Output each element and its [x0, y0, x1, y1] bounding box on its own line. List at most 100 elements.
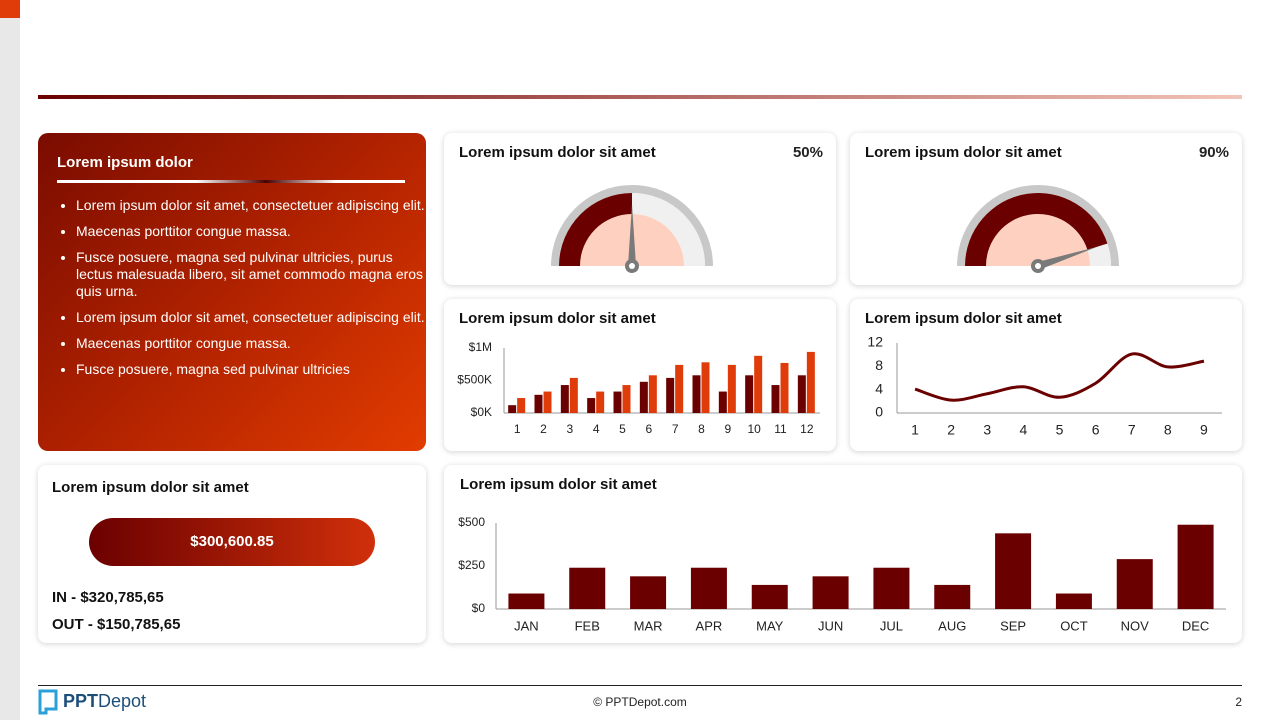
bar-card: Lorem ipsum dolor sit amet $0 $250 $500 JAN F…: [444, 465, 1242, 643]
x-tick-label: 9: [724, 422, 731, 436]
y-tick-label: $0: [472, 601, 486, 615]
summary-card: Lorem ipsum dolor sit amet $300,600.85 I…: [38, 465, 426, 643]
bar: [534, 394, 543, 413]
x-tick-label: 3: [983, 422, 991, 438]
x-tick-label: 6: [1092, 422, 1100, 438]
bar: [630, 576, 667, 609]
bar: [873, 567, 910, 609]
side-strip: [0, 0, 20, 720]
x-tick-label: 9: [1200, 422, 1208, 438]
grouped-bar-chart: Lorem ipsum dolor sit amet$0K$500K$1M1 2 3…: [457, 310, 820, 436]
bar: [508, 593, 545, 609]
summary-title: Lorem ipsum dolor sit amet: [52, 479, 249, 496]
bar: [639, 381, 648, 413]
logo-text: PPTDepot: [63, 691, 146, 712]
gauge-center: [986, 214, 1090, 266]
out-amount: OUT - $150,785,65: [52, 616, 181, 633]
bar: [780, 362, 789, 413]
needle-hub-dot: [629, 263, 635, 269]
chart-title: Lorem ipsum dolor sit amet: [460, 476, 657, 493]
x-tick-label: JUL: [880, 618, 903, 633]
chart-title: Lorem ipsum dolor sit amet: [459, 144, 656, 161]
bar: [812, 576, 849, 609]
bullet: Maecenas porttitor congue massa.: [76, 335, 426, 352]
bar: [1116, 559, 1153, 609]
gauge-card: Lorem ipsum dolor sit amet 50%: [444, 133, 836, 285]
bar: [1177, 524, 1214, 609]
x-tick-label: 1: [514, 422, 521, 436]
x-tick-label: NOV: [1121, 618, 1150, 633]
bar: [508, 405, 517, 413]
bar: [675, 364, 684, 413]
y-tick-label: 4: [875, 380, 883, 396]
x-tick-label: 7: [672, 422, 679, 436]
gauge-chart: Lorem ipsum dolor sit amet 90%: [865, 144, 1229, 273]
gauge-value-label: 50%: [793, 144, 823, 161]
gauge-rim: [957, 185, 1119, 266]
bullet: Lorem ipsum dolor sit amet, consectetuer…: [76, 309, 426, 326]
total-pill: $300,600.85: [89, 518, 375, 566]
line-series: [914, 352, 1205, 402]
logo-bold: PPT: [63, 691, 99, 711]
chart-title: Lorem ipsum dolor sit amet: [865, 144, 1062, 161]
x-tick-label: 4: [1019, 422, 1027, 438]
x-tick-label: 10: [747, 422, 761, 436]
y-tick-label: $250: [458, 558, 485, 572]
x-tick-label: OCT: [1060, 618, 1088, 633]
gauge-chart: Lorem ipsum dolor sit amet 50%: [459, 144, 823, 273]
bar: [692, 375, 701, 413]
x-tick-label: 8: [1164, 422, 1172, 438]
x-tick-label: 2: [947, 422, 955, 438]
gauge-needle: [628, 204, 636, 266]
x-tick-label: 7: [1128, 422, 1136, 438]
bar: [517, 398, 526, 413]
logo-icon: [38, 689, 58, 715]
y-tick-label: 0: [875, 404, 883, 420]
gauge-rim: [551, 185, 713, 266]
bar: [666, 377, 675, 413]
bar: [587, 398, 596, 413]
needle-hub-dot: [1035, 263, 1041, 269]
bar: [995, 533, 1032, 609]
bar: [648, 375, 657, 413]
x-tick-label: JAN: [514, 618, 539, 633]
header-rule: [38, 95, 1242, 99]
x-tick-label: DEC: [1182, 618, 1209, 633]
y-tick-label: $500: [458, 515, 485, 529]
footer-rule: [38, 685, 1242, 686]
sidebar-title: Lorem ipsum dolor: [57, 154, 193, 171]
gauge-card: Lorem ipsum dolor sit amet 90%: [850, 133, 1242, 285]
bar: [806, 351, 815, 413]
x-tick-label: APR: [696, 618, 723, 633]
bar: [622, 385, 631, 413]
x-tick-label: SEP: [1000, 618, 1026, 633]
bar: [613, 391, 622, 413]
x-tick-label: 8: [698, 422, 705, 436]
x-tick-label: 1: [911, 422, 919, 438]
bullet: Lorem ipsum dolor sit amet, consectetuer…: [76, 197, 426, 214]
bar-card: Lorem ipsum dolor sit amet $0K $500K $1M 1 2 3…: [444, 299, 836, 451]
bar: [771, 385, 780, 413]
bar: [745, 375, 754, 413]
sidebar-rule: [57, 180, 405, 183]
bar: [701, 362, 710, 413]
bar: [718, 391, 727, 413]
bar: [543, 391, 552, 413]
sidebar-card: Lorem ipsum dolor Lorem ipsum dolor sit …: [38, 133, 426, 451]
x-tick-label: 3: [566, 422, 573, 436]
bar: [797, 375, 806, 413]
x-tick-label: FEB: [575, 618, 600, 633]
bar: [751, 584, 788, 609]
x-tick-label: MAY: [756, 618, 784, 633]
chart-title: Lorem ipsum dolor sit amet: [459, 310, 656, 327]
x-tick-label: 11: [774, 422, 787, 436]
in-amount: IN - $320,785,65: [52, 589, 164, 606]
bar: [690, 567, 727, 609]
x-tick-label: 5: [619, 422, 626, 436]
y-tick-label: $1M: [469, 340, 492, 354]
chart-title: Lorem ipsum dolor sit amet: [865, 310, 1062, 327]
x-tick-label: JUN: [818, 618, 843, 633]
bar: [727, 364, 736, 413]
